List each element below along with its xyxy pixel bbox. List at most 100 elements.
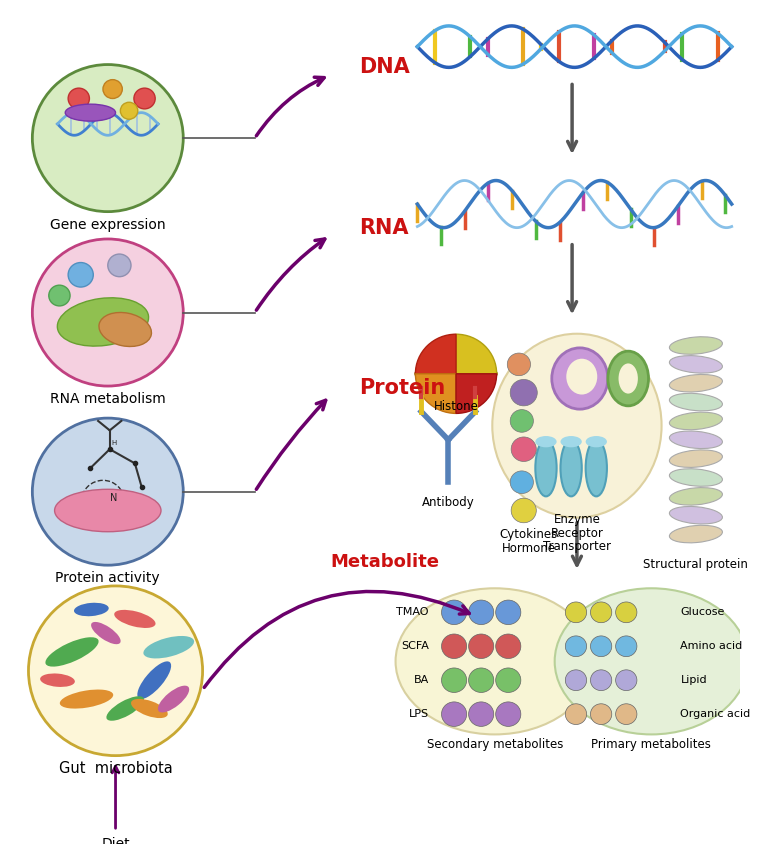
Circle shape	[32, 239, 183, 386]
Circle shape	[468, 668, 494, 692]
Circle shape	[442, 702, 467, 727]
Circle shape	[616, 670, 637, 690]
Circle shape	[511, 437, 536, 462]
Ellipse shape	[669, 393, 723, 411]
Text: Transporter: Transporter	[543, 540, 611, 553]
Ellipse shape	[669, 488, 723, 505]
Circle shape	[468, 702, 494, 727]
Ellipse shape	[106, 696, 144, 721]
Ellipse shape	[54, 490, 161, 532]
Text: Diet: Diet	[101, 837, 130, 844]
Circle shape	[134, 88, 155, 109]
Circle shape	[510, 380, 537, 406]
Text: Cytokines: Cytokines	[500, 528, 558, 540]
Ellipse shape	[60, 690, 113, 709]
Circle shape	[68, 262, 93, 287]
Ellipse shape	[492, 333, 662, 517]
Wedge shape	[416, 374, 456, 414]
Text: BA: BA	[413, 675, 429, 685]
Ellipse shape	[74, 603, 108, 616]
Text: Enzyme: Enzyme	[553, 513, 601, 527]
Ellipse shape	[669, 375, 723, 392]
Ellipse shape	[608, 351, 649, 406]
Text: Protein: Protein	[359, 378, 445, 398]
Circle shape	[32, 418, 183, 565]
Ellipse shape	[65, 104, 115, 122]
Text: Primary metabolites: Primary metabolites	[591, 738, 711, 751]
Circle shape	[108, 254, 131, 277]
Ellipse shape	[138, 662, 171, 699]
Text: Gene expression: Gene expression	[50, 218, 166, 232]
Circle shape	[496, 668, 521, 692]
Circle shape	[442, 600, 467, 625]
Ellipse shape	[99, 312, 151, 347]
Circle shape	[591, 636, 612, 657]
Text: Lipid: Lipid	[681, 675, 707, 685]
Ellipse shape	[669, 525, 723, 543]
Circle shape	[103, 79, 122, 99]
Ellipse shape	[144, 636, 194, 658]
Ellipse shape	[555, 588, 748, 734]
Circle shape	[616, 704, 637, 724]
Ellipse shape	[91, 622, 121, 644]
Ellipse shape	[57, 298, 148, 346]
Circle shape	[591, 670, 612, 690]
Ellipse shape	[45, 637, 99, 667]
Circle shape	[616, 636, 637, 657]
Text: Secondary metabolites: Secondary metabolites	[426, 738, 563, 751]
Ellipse shape	[586, 440, 607, 496]
Wedge shape	[456, 334, 497, 374]
Text: RNA: RNA	[359, 218, 409, 238]
Ellipse shape	[669, 506, 723, 524]
Text: TMAO: TMAO	[397, 608, 429, 617]
Circle shape	[468, 600, 494, 625]
Circle shape	[511, 498, 536, 522]
Circle shape	[496, 600, 521, 625]
Ellipse shape	[669, 355, 723, 373]
Circle shape	[68, 88, 89, 109]
Ellipse shape	[669, 431, 723, 448]
Text: Organic acid: Organic acid	[681, 709, 751, 719]
Ellipse shape	[396, 588, 594, 734]
Text: Antibody: Antibody	[422, 496, 474, 510]
Ellipse shape	[561, 436, 581, 447]
Circle shape	[510, 409, 533, 432]
Text: Structural protein: Structural protein	[643, 558, 749, 571]
Text: Protein activity: Protein activity	[56, 571, 160, 586]
Ellipse shape	[158, 685, 189, 712]
Circle shape	[442, 634, 467, 658]
Ellipse shape	[561, 440, 581, 496]
Text: Glucose: Glucose	[681, 608, 725, 617]
Text: Receptor: Receptor	[551, 527, 604, 539]
Circle shape	[565, 670, 587, 690]
Circle shape	[32, 64, 183, 212]
Ellipse shape	[566, 359, 597, 394]
Circle shape	[49, 285, 70, 306]
Ellipse shape	[669, 468, 723, 486]
Wedge shape	[416, 334, 456, 374]
Ellipse shape	[619, 364, 638, 393]
Text: Hormone: Hormone	[502, 542, 555, 555]
Circle shape	[28, 586, 202, 755]
Ellipse shape	[40, 674, 75, 687]
Ellipse shape	[415, 365, 497, 383]
Ellipse shape	[669, 337, 723, 354]
Circle shape	[468, 634, 494, 658]
Text: Amino acid: Amino acid	[681, 641, 743, 652]
Circle shape	[510, 471, 533, 494]
Text: DNA: DNA	[359, 57, 410, 78]
Circle shape	[565, 602, 587, 623]
Ellipse shape	[536, 440, 557, 496]
Text: RNA metabolism: RNA metabolism	[50, 392, 166, 406]
Text: H: H	[111, 440, 116, 446]
Ellipse shape	[131, 699, 168, 718]
Circle shape	[616, 602, 637, 623]
Circle shape	[442, 668, 467, 692]
Circle shape	[121, 102, 138, 119]
Text: SCFA: SCFA	[401, 641, 429, 652]
Circle shape	[507, 353, 530, 376]
Circle shape	[591, 704, 612, 724]
Ellipse shape	[669, 412, 723, 430]
Text: Histone: Histone	[434, 400, 478, 414]
Circle shape	[496, 634, 521, 658]
